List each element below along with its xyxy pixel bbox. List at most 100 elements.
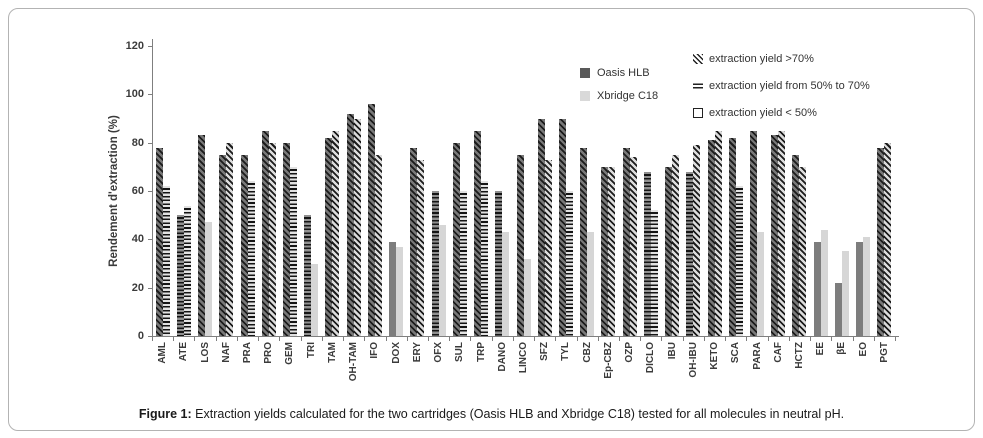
bar-CAF-xbridge-c18 [778, 130, 786, 336]
bar-ATE-xbridge-c18 [183, 205, 191, 336]
bar-GEM-oasis-hlb [282, 142, 290, 336]
x-tick [173, 337, 175, 341]
y-tick [148, 46, 152, 47]
x-tick-label-PGT: PGT [878, 342, 890, 363]
x-tick-label-TRI: TRI [305, 342, 317, 359]
x-tick [215, 337, 217, 341]
bar-TRI-xbridge-c18 [311, 263, 319, 336]
bar-LINCO-xbridge-c18 [523, 258, 531, 336]
x-tick-label-ATE: ATE [178, 342, 190, 362]
legend-swatch-icon [580, 91, 590, 101]
bar-NAF-xbridge-c18 [226, 142, 234, 336]
bar-DICLO-xbridge-c18 [650, 210, 658, 336]
x-tick-label-PARA: PARA [751, 342, 763, 370]
caption-text: Extraction yields calculated for the two… [191, 407, 845, 421]
y-tick-label: 120 [125, 40, 144, 52]
x-tick-label-PRO: PRO [263, 342, 275, 364]
bar-PRA-xbridge-c18 [247, 181, 255, 336]
x-tick [703, 337, 705, 341]
bar-TRI-oasis-hlb [304, 215, 312, 336]
bar-DICLO-oasis-hlb [643, 171, 651, 336]
x-tick-label-IBU: IBU [666, 342, 678, 360]
bar-DANO-oasis-hlb [495, 191, 503, 336]
bar-OH-TAM-xbridge-c18 [353, 118, 361, 336]
x-tick [640, 337, 642, 341]
x-tick [364, 337, 366, 341]
x-tick [258, 337, 260, 341]
bar-TAM-oasis-hlb [325, 137, 333, 336]
x-tick-label-SFZ: SFZ [539, 342, 551, 361]
caption-label: Figure 1: [138, 407, 192, 421]
bar-AML-oasis-hlb [155, 147, 163, 336]
bar-LINCO-oasis-hlb [516, 154, 524, 336]
x-tick-label-CAF: CAF [772, 342, 784, 363]
plain-pattern-icon [693, 108, 703, 118]
x-tick-label-DANO: DANO [496, 342, 508, 372]
x-tick-label-IFO: IFO [369, 342, 381, 359]
bar-Ep-CBZ-xbridge-c18 [608, 166, 616, 336]
x-tick-label-EO: EO [857, 342, 869, 357]
x-tick [385, 337, 387, 341]
x-tick [449, 337, 451, 341]
bar-ERY-oasis-hlb [410, 147, 418, 336]
x-tick [321, 337, 323, 341]
x-tick-label-LOS: LOS [199, 342, 211, 363]
x-tick-label-OFX: OFX [433, 342, 445, 363]
bar-TYL-oasis-hlb [558, 118, 566, 336]
bar-NAF-oasis-hlb [219, 154, 227, 336]
bar-PGT-xbridge-c18 [884, 142, 892, 336]
bar-PRA-oasis-hlb [240, 154, 248, 336]
bar-βE-oasis-hlb [834, 282, 842, 336]
bar-EO-oasis-hlb [856, 241, 864, 336]
x-tick-label-OH-TAM: OH-TAM [348, 342, 360, 382]
x-tick-label-SCA: SCA [730, 342, 742, 364]
x-tick [852, 337, 854, 341]
x-tick [534, 337, 536, 341]
x-tick-label-LINCO: LINCO [518, 342, 529, 374]
y-tick-label: 60 [131, 185, 144, 197]
x-tick-label-OH-IBU: OH-IBU [687, 342, 699, 378]
x-tick [406, 337, 408, 341]
bar-CBZ-oasis-hlb [580, 147, 588, 336]
bar-PRO-xbridge-c18 [268, 142, 276, 336]
bar-OH-IBU-oasis-hlb [686, 171, 694, 336]
x-axis-line [148, 336, 899, 337]
bar-SCA-xbridge-c18 [735, 186, 743, 336]
x-tick [491, 337, 493, 341]
y-tick-label: 20 [131, 281, 144, 294]
bar-chart: Rendement d'extraction (%) 0 20 40 60 80 100 1… [9, 9, 974, 430]
x-tick [682, 337, 684, 341]
bar-OH-IBU-xbridge-c18 [693, 145, 701, 336]
bar-Ep-CBZ-oasis-hlb [601, 166, 609, 336]
x-tick-label-KETO: KETO [709, 342, 721, 370]
x-tick [767, 337, 769, 341]
bar-IFO-xbridge-c18 [374, 154, 382, 336]
bar-OZP-xbridge-c18 [629, 157, 637, 336]
hatch-pattern-icon [693, 54, 703, 64]
x-tick [619, 337, 621, 341]
x-tick-label-TRP: TRP [475, 342, 487, 362]
bar-ATE-oasis-hlb [176, 215, 184, 336]
x-tick-label-ERY: ERY [411, 342, 423, 363]
bar-TAM-xbridge-c18 [332, 130, 340, 336]
bar-DANO-xbridge-c18 [502, 232, 510, 336]
legend-pattern-item: extraction yield from 50% to 70% [693, 80, 870, 92]
bar-LOS-oasis-hlb [198, 135, 206, 336]
bar-IBU-oasis-hlb [665, 166, 673, 336]
x-tick-label-PRA: PRA [242, 342, 254, 364]
x-tick-label-Ep-CBZ: Ep-CBZ [602, 342, 614, 379]
x-tick [597, 337, 599, 341]
legend-swatch-icon [580, 68, 590, 78]
bar-HCTZ-oasis-hlb [792, 154, 800, 336]
bar-SFZ-xbridge-c18 [544, 159, 552, 336]
x-tick [300, 337, 302, 341]
bar-PARA-xbridge-c18 [757, 232, 764, 336]
y-tick [148, 336, 152, 337]
bar-TRP-oasis-hlb [474, 130, 482, 336]
bar-LOS-xbridge-c18 [205, 222, 213, 336]
x-tick [194, 337, 196, 341]
bar-OH-TAM-oasis-hlb [346, 113, 354, 336]
x-tick [810, 337, 812, 341]
y-tick [148, 287, 152, 289]
legend-series-label: Xbridge C18 [597, 90, 659, 102]
